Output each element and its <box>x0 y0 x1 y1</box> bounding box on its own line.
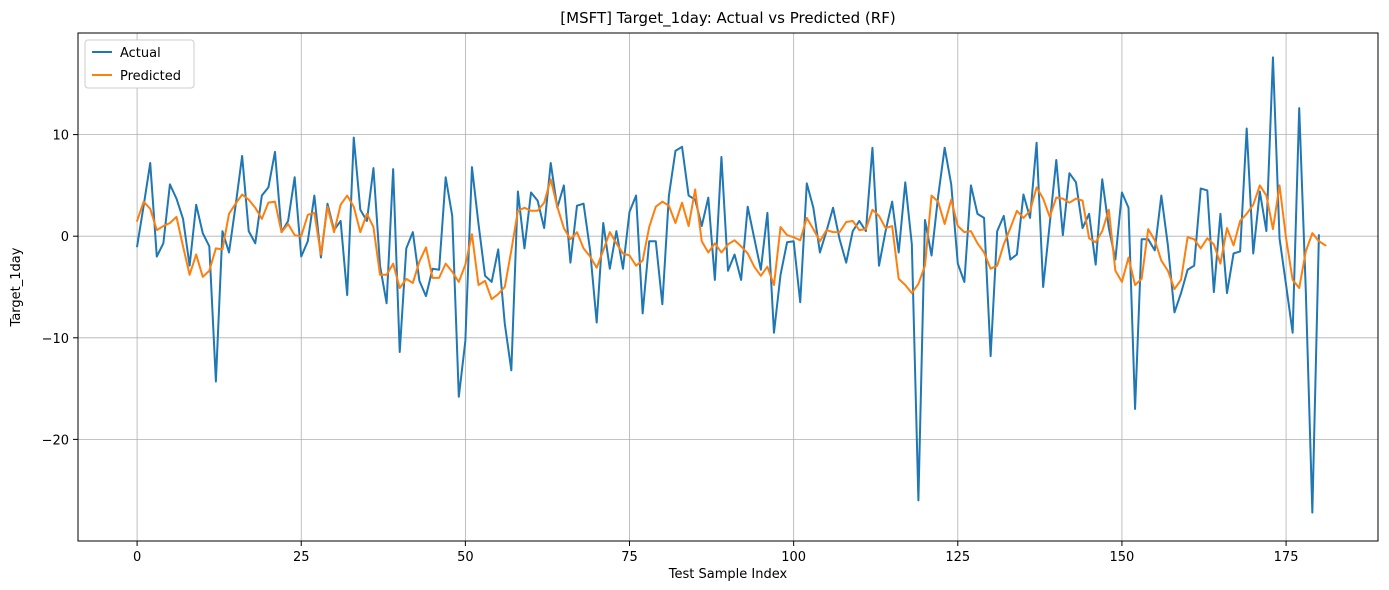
grid <box>78 33 1378 541</box>
y-axis-label: Target_1day <box>9 247 24 327</box>
chart-title: [MSFT] Target_1day: Actual vs Predicted … <box>560 9 895 28</box>
x-axis-ticks: 0 25 50 75 100 125 150 175 <box>133 541 1299 565</box>
x-tick-label: 50 <box>457 550 474 565</box>
legend-label-actual: Actual <box>120 46 161 61</box>
legend: Actual Predicted <box>84 39 195 89</box>
x-tick-label: 125 <box>945 550 970 565</box>
y-tick-label: 0 <box>61 230 69 245</box>
legend-label-predicted: Predicted <box>120 69 181 84</box>
x-tick-label: 150 <box>1110 550 1135 565</box>
legend-box <box>84 39 195 89</box>
y-tick-label: −10 <box>42 332 69 347</box>
series-lines <box>136 56 1327 514</box>
plot-area-frame <box>77 32 1379 542</box>
series-line-predicted <box>136 178 1327 301</box>
x-tick-label: 100 <box>781 550 806 565</box>
x-tick-label: 25 <box>293 550 310 565</box>
x-tick-label: 175 <box>1274 550 1299 565</box>
x-tick-label: 75 <box>621 550 638 565</box>
series-line-actual <box>136 56 1320 514</box>
x-tick-label: 0 <box>133 550 141 565</box>
y-tick-label: −20 <box>42 433 69 448</box>
x-axis-label: Test Sample Index <box>668 567 788 582</box>
y-axis-ticks: −20 −10 0 10 <box>42 129 78 448</box>
y-tick-label: 10 <box>52 129 69 144</box>
